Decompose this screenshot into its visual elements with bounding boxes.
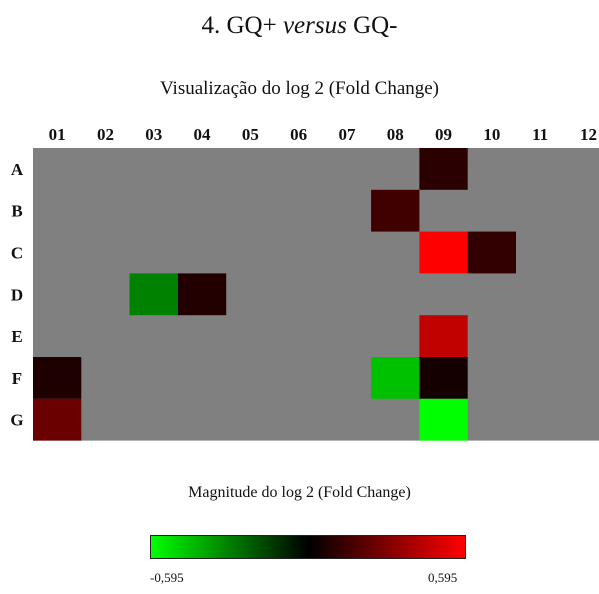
heatmap-cell bbox=[419, 148, 468, 190]
column-label: 11 bbox=[532, 125, 548, 144]
heatmap-cell bbox=[419, 315, 468, 357]
column-label: 09 bbox=[435, 125, 452, 144]
column-label: 06 bbox=[290, 125, 307, 144]
heatmap-cell bbox=[33, 398, 82, 441]
column-label: 05 bbox=[242, 125, 259, 144]
column-label: 03 bbox=[145, 125, 162, 144]
heatmap-cell bbox=[419, 357, 468, 399]
row-label: C bbox=[11, 244, 23, 263]
column-label: 10 bbox=[483, 125, 500, 144]
row-label: B bbox=[11, 202, 22, 221]
column-label: 12 bbox=[580, 125, 597, 144]
row-label: E bbox=[11, 327, 22, 346]
heatmap-cell bbox=[467, 231, 516, 274]
heatmap-cell bbox=[419, 398, 468, 441]
column-label: 07 bbox=[338, 125, 356, 144]
row-label: A bbox=[11, 160, 24, 179]
heatmap-plot: 01 02 03 04 05 06 07 08 09 10 11 12 A B C D E F G bbox=[10, 125, 599, 441]
heatmap-cell bbox=[33, 357, 82, 399]
column-label: 01 bbox=[49, 125, 66, 144]
heatmap-background bbox=[33, 148, 599, 441]
row-label: G bbox=[10, 411, 23, 430]
heatmap-cell bbox=[419, 231, 468, 274]
legend-min-label: -0,595 bbox=[150, 570, 184, 585]
heatmap-cell bbox=[177, 273, 227, 316]
heatmap-cell bbox=[129, 273, 178, 316]
column-label: 08 bbox=[387, 125, 404, 144]
column-label: 02 bbox=[97, 125, 114, 144]
chart-subtitle: Visualização do log 2 (Fold Change) bbox=[159, 78, 440, 99]
heatmap-cell bbox=[371, 357, 420, 399]
row-label: F bbox=[12, 369, 22, 388]
row-label: D bbox=[11, 285, 23, 304]
heatmap-cell bbox=[371, 189, 420, 232]
legend-title: Magnitude do log 2 (Fold Change) bbox=[188, 484, 411, 501]
chart-title: 4. GQ+ versus GQ- bbox=[201, 12, 398, 39]
legend-max-label: 0,595 bbox=[428, 570, 458, 585]
legend-colorbar bbox=[150, 535, 466, 559]
column-label: 04 bbox=[194, 125, 212, 144]
